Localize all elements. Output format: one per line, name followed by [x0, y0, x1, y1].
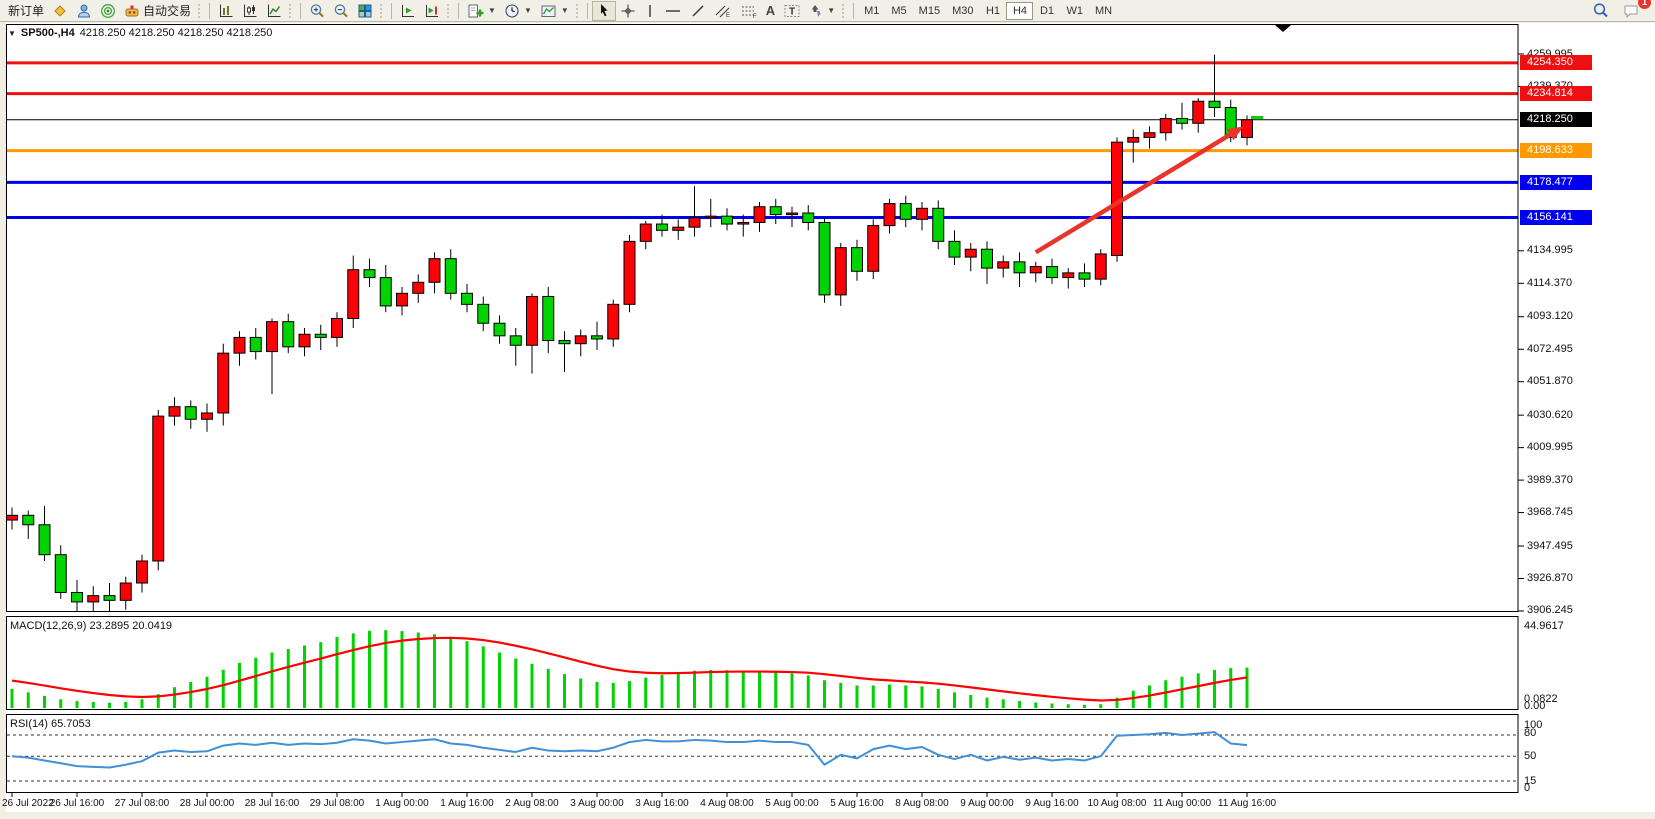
chat-notifications-icon[interactable]: 1 [1619, 0, 1651, 21]
svg-text:T: T [789, 6, 795, 17]
symbol-period-label: SP500-,H4 [20, 27, 75, 39]
timeframe-h4[interactable]: H4 [1006, 1, 1034, 20]
text-label-tool-icon[interactable]: T [779, 1, 805, 21]
text-tool-icon[interactable]: A [765, 3, 776, 18]
timeframe-m1[interactable]: M1 [864, 4, 880, 17]
timeframe-m30[interactable]: M30 [952, 4, 974, 17]
timeframe-mn[interactable]: MN [1094, 4, 1113, 17]
bar-chart-mode-icon[interactable] [214, 1, 238, 21]
horizontal-line-tool-icon[interactable] [660, 1, 686, 21]
auto-trading-button[interactable]: 自动交易 [120, 1, 195, 21]
templates-button[interactable]: ▼ [536, 1, 573, 21]
one-click-trading-toggle-icon[interactable]: ▼ [8, 28, 16, 38]
templates-caret-icon[interactable]: ▼ [560, 6, 569, 15]
timeframe-w1[interactable]: W1 [1066, 4, 1083, 17]
chart-window [0, 23, 1655, 812]
trendline-tool-icon[interactable] [686, 1, 710, 21]
vertical-line-tool-icon[interactable] [640, 1, 660, 21]
notification-badge: 1 [1638, 0, 1651, 9]
svg-text:F: F [753, 14, 757, 19]
timeframe-h1[interactable]: H1 [985, 4, 1001, 17]
candlestick-mode-icon[interactable] [238, 1, 262, 21]
arrows-tool-icon[interactable]: ▼ [805, 1, 839, 21]
new-chart-caret-icon[interactable]: ▼ [488, 6, 496, 15]
timeframe-m15[interactable]: M15 [918, 4, 941, 17]
periods-button[interactable]: ▼ [500, 1, 536, 21]
channel-tool-icon[interactable]: E [710, 1, 736, 21]
arrows-caret-icon[interactable]: ▼ [827, 6, 836, 15]
main-toolbar: 新订单 自动交易 [0, 0, 1655, 22]
zoom-out-icon[interactable] [329, 1, 353, 21]
window-left-edge [0, 23, 6, 812]
svg-text:E: E [726, 13, 730, 19]
cursor-tool-icon[interactable] [591, 0, 616, 21]
timeframe-group: M1 M5 M15 M30 H1 H4 D1 W1 MN [858, 1, 1118, 20]
line-chart-mode-icon[interactable] [262, 1, 286, 21]
tile-windows-icon[interactable] [353, 1, 377, 21]
search-icon[interactable] [1588, 1, 1613, 21]
new-chart-button[interactable]: ▼ [463, 1, 500, 21]
chart-shift-icon[interactable] [420, 1, 444, 21]
auto-trading-label: 自动交易 [143, 4, 192, 18]
signals-icon[interactable] [96, 1, 120, 21]
new-order-button[interactable]: 新订单 [4, 1, 48, 21]
window-bottom-edge [0, 812, 1655, 819]
mql-market-icon[interactable] [48, 1, 72, 21]
auto-scroll-icon[interactable] [396, 1, 420, 21]
ohlc-readout: 4218.250 4218.250 4218.250 4218.250 [79, 27, 273, 39]
timeframe-m5[interactable]: M5 [891, 4, 907, 17]
zoom-in-icon[interactable] [305, 1, 329, 21]
periods-caret-icon[interactable]: ▼ [523, 6, 532, 15]
fibonacci-tool-icon[interactable]: F [736, 1, 762, 21]
crosshair-tool-icon[interactable] [616, 1, 640, 21]
chart-title: ▼ SP500-,H4 4218.250 4218.250 4218.250 4… [8, 27, 272, 39]
community-icon[interactable] [72, 1, 96, 21]
timeframe-d1[interactable]: D1 [1039, 4, 1055, 17]
